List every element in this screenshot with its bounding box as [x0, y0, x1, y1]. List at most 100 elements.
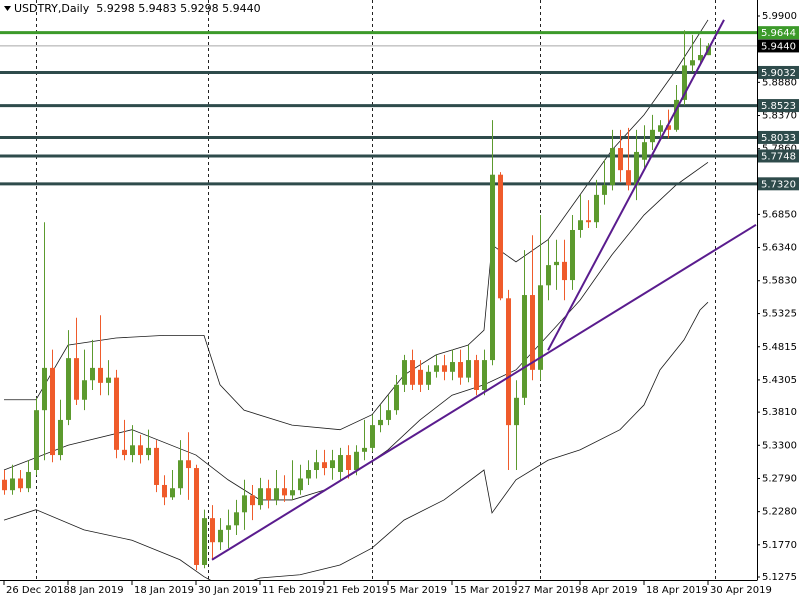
candle-body — [154, 447, 159, 485]
candle-body — [242, 495, 247, 513]
x-tick-label: 18 Jan 2019 — [134, 585, 194, 596]
x-tick-label: 8 Apr 2019 — [582, 585, 637, 596]
candle-body — [378, 419, 383, 426]
candle-body — [178, 460, 183, 489]
candle-body — [450, 362, 455, 372]
candle-body — [266, 488, 271, 500]
candle-body — [26, 471, 31, 489]
candle-body — [234, 512, 239, 526]
x-tick-label: 15 Mar 2019 — [454, 585, 517, 596]
candle-body — [570, 229, 575, 281]
candle-body — [210, 518, 215, 543]
y-tick-label: 5.6340 — [762, 243, 797, 254]
candle-body — [554, 261, 559, 266]
candle-body — [298, 478, 303, 491]
y-tick-label: 5.8880 — [762, 77, 797, 88]
candle-body — [146, 447, 151, 456]
level-label-box — [758, 39, 799, 53]
level-label-box — [758, 65, 799, 79]
candle-body — [634, 151, 639, 186]
y-tick-label: 5.3810 — [762, 407, 797, 418]
y-tick-label: 5.3300 — [762, 440, 797, 451]
x-tick-label: 21 Feb 2019 — [326, 585, 388, 596]
candle-body — [650, 129, 655, 143]
candle-body — [194, 468, 199, 565]
level-label-box — [758, 26, 799, 40]
candle-body — [82, 380, 87, 400]
candle-body — [354, 451, 359, 471]
candle-body — [522, 295, 527, 398]
candle-body — [402, 360, 407, 385]
candle-body — [458, 362, 463, 378]
x-tick-label: 27 Mar 2019 — [518, 585, 581, 596]
candle-body — [586, 220, 591, 223]
level-label: 5.8523 — [761, 101, 796, 112]
candle-body — [162, 484, 167, 498]
candle-body — [642, 142, 647, 160]
candle-body — [538, 285, 543, 370]
candle-body — [442, 365, 447, 372]
candle-body — [578, 220, 583, 230]
candle-body — [274, 488, 279, 500]
candle-body — [530, 295, 535, 370]
candle-body — [330, 460, 335, 469]
candle-body — [306, 470, 311, 479]
candle-body — [690, 60, 695, 66]
candle-body — [426, 371, 431, 385]
level-label-box — [758, 149, 799, 163]
candle-body — [474, 360, 479, 391]
candle-body — [602, 185, 607, 195]
candle-body — [226, 525, 231, 530]
candle-body — [250, 495, 255, 506]
band-line — [3, 301, 709, 580]
candle-body — [658, 125, 663, 132]
menu-triangle[interactable] — [4, 6, 11, 11]
trend-line — [211, 223, 757, 561]
x-tick-label: 11 Feb 2019 — [262, 585, 324, 596]
trend-line — [547, 19, 725, 351]
candle-body — [410, 360, 415, 385]
candle-body — [322, 462, 327, 469]
level-label-box — [758, 99, 799, 113]
candle-body — [258, 488, 263, 506]
x-tick-label: 30 Jan 2019 — [198, 585, 258, 596]
x-tick-label: 30 Apr 2019 — [710, 585, 772, 596]
candle-body — [394, 384, 399, 411]
candle-body — [674, 99, 679, 130]
level-label: 5.8033 — [761, 133, 796, 144]
level-label: 5.9644 — [761, 28, 796, 39]
y-tick-label: 5.5325 — [762, 309, 797, 320]
candle-body — [50, 367, 55, 456]
candle-body — [594, 194, 599, 223]
candle-body — [666, 125, 671, 130]
candle-body — [362, 447, 367, 452]
price-axis: 5.9900 5.8880 5.8370 5.7860 5.6850 5.6340 5.58… — [757, 11, 797, 583]
chart-title: USDTRY,Daily 5.9298 5.9483 5.9298 5.9440 — [14, 2, 261, 15]
y-tick-label: 5.6850 — [762, 209, 797, 220]
plot-area — [0, 19, 757, 580]
y-tick-label: 5.4815 — [762, 342, 797, 353]
candle-body — [434, 365, 439, 372]
candle-body — [202, 518, 207, 565]
level-label: 5.9032 — [761, 68, 796, 79]
candle-body — [506, 298, 511, 426]
candle-body — [610, 148, 615, 186]
candle-body — [290, 490, 295, 496]
candle-body — [346, 455, 351, 471]
y-tick-label: 5.1770 — [762, 540, 797, 551]
candle-body — [2, 479, 7, 491]
candle-body — [386, 410, 391, 420]
candle-body — [698, 55, 703, 61]
candle-body — [370, 425, 375, 448]
candle-body — [114, 377, 119, 450]
level-label: 5.9440 — [761, 41, 796, 52]
level-label: 5.7320 — [761, 179, 796, 190]
y-tick-label: 5.9900 — [762, 11, 797, 22]
candle-body — [498, 174, 503, 299]
candle-body — [58, 419, 63, 456]
level-label: 5.7748 — [761, 151, 796, 162]
candle-body — [106, 377, 111, 383]
candle-body — [34, 410, 39, 471]
